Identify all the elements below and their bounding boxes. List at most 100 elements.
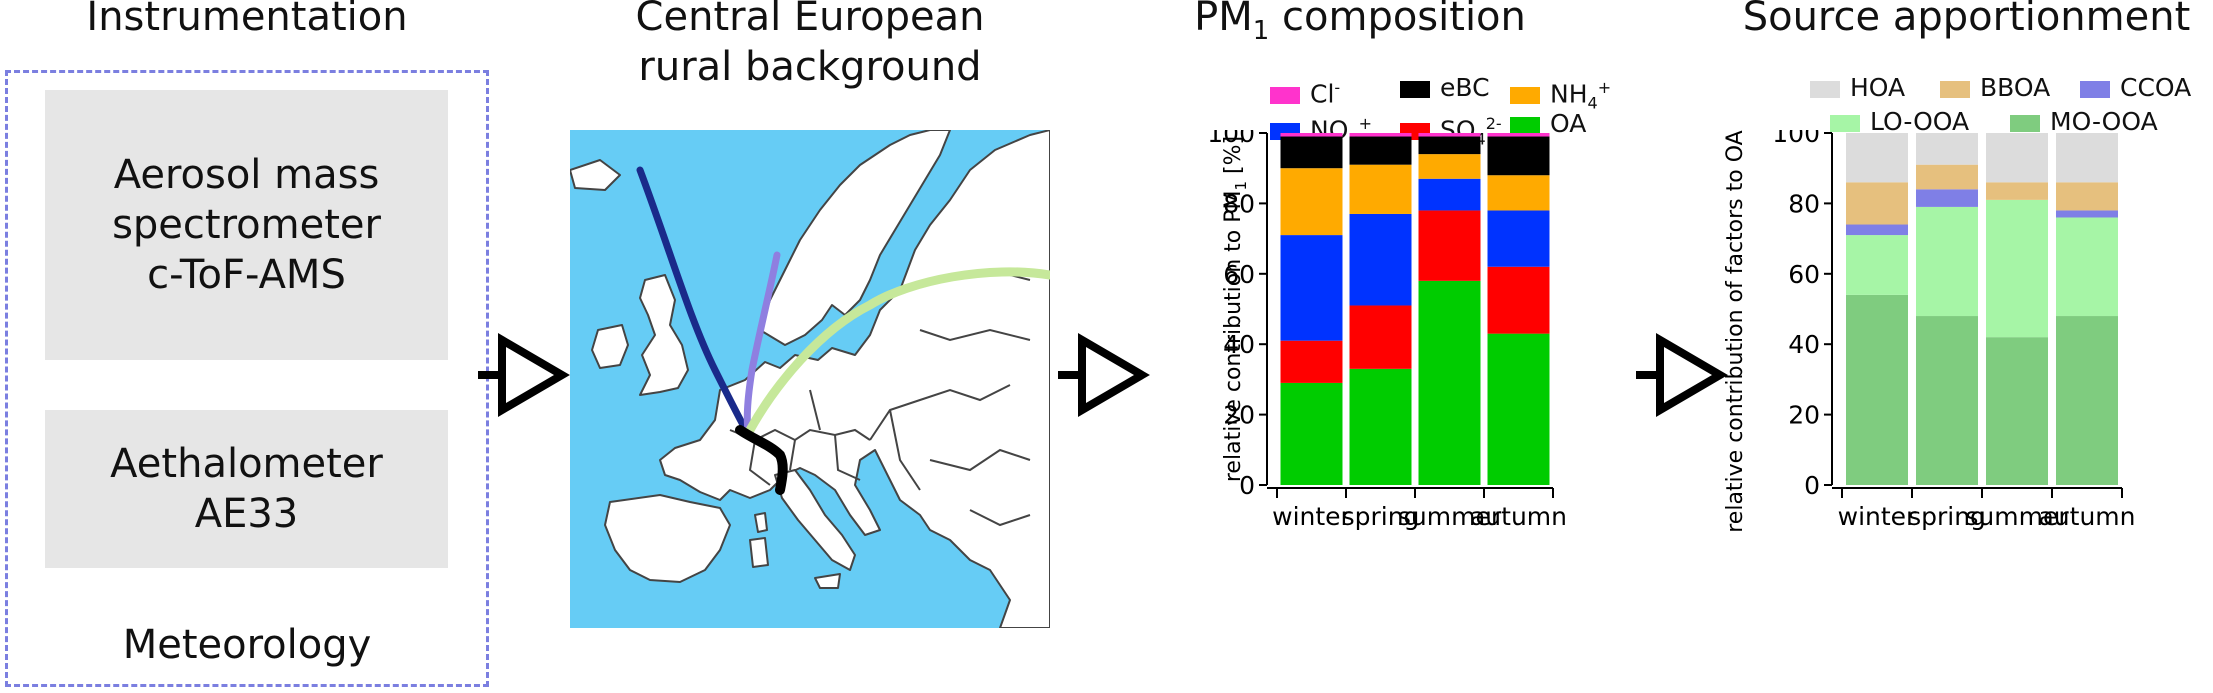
- bar-segment-mo-ooa: [1846, 294, 1908, 485]
- legend-label: LO-OOA: [1870, 107, 1970, 136]
- ams-box: Aerosol mass spectrometer c-ToF-AMS: [45, 90, 448, 360]
- bar-segment-cl: [1418, 133, 1481, 137]
- pm1-title-prefix: PM: [1194, 0, 1253, 40]
- legend-item: NH4+: [1510, 74, 1611, 117]
- legend-label-sup: +: [1597, 78, 1612, 97]
- map-land: [570, 130, 1050, 628]
- bar-segment-cl: [1349, 133, 1412, 137]
- meteorology-label: Meteorology: [122, 622, 372, 668]
- bar-segment-cl: [1280, 133, 1343, 137]
- legend-label-sub: 4: [1587, 93, 1598, 113]
- legend-label: HOA: [1850, 73, 1906, 102]
- europe-map: [570, 130, 1050, 628]
- ams-line3: c-ToF-AMS: [147, 252, 346, 298]
- legend-swatch: [1810, 80, 1840, 98]
- instrumentation-title: Instrumentation: [86, 0, 408, 40]
- legend-label: CCOA: [2120, 73, 2192, 102]
- arrow-icon: [1058, 333, 1150, 417]
- legend-swatch: [1270, 86, 1300, 104]
- legend-item: eBC: [1400, 74, 1490, 102]
- bar-segment-oa: [1487, 333, 1550, 485]
- bar-segment-lo-ooa: [1986, 199, 2048, 338]
- x-tick-label: spring: [1908, 502, 1986, 531]
- legend-label: Cl: [1310, 79, 1335, 109]
- legend-swatch: [1400, 80, 1430, 98]
- y-tick-label: 100: [1207, 130, 1255, 148]
- pm1-title-suffix: composition: [1269, 0, 1526, 40]
- legend-swatch: [1510, 116, 1540, 134]
- bar-segment-oa: [1280, 382, 1343, 485]
- bar-segment-lo-ooa: [1916, 206, 1978, 317]
- bar-segment-cl: [1487, 133, 1550, 137]
- bar-segment-nh4: [1280, 168, 1343, 236]
- legend-item: OA: [1510, 110, 1586, 138]
- legend-item: LO-OOA: [1830, 108, 1969, 136]
- bar-segment-so4: [1349, 305, 1412, 369]
- bar-segment-nh4: [1349, 164, 1412, 214]
- bar-segment-hoa: [1846, 133, 1908, 183]
- y-tick-label: 0: [1804, 471, 1820, 500]
- trajectory-baltic: [743, 251, 781, 434]
- y-axis-label: relative contribution to PM1 [%]: [1221, 136, 1250, 482]
- legend-label-sup: -: [1334, 78, 1341, 97]
- source-chart-legend: HOA BBOA CCOA LO-OOA MO-OOA: [1810, 74, 2210, 144]
- legend-label: MO-OOA: [2050, 107, 2158, 136]
- y-tick-label: 0: [1239, 471, 1255, 500]
- pm1-title-sub: 1: [1252, 16, 1270, 46]
- ams-line2: spectrometer: [112, 202, 381, 248]
- legend-item: HOA: [1810, 74, 1905, 102]
- map-title: Central European rural background: [570, 0, 1050, 92]
- bar-segment-oa: [1418, 280, 1481, 485]
- x-tick-label: winter: [1272, 502, 1351, 531]
- legend-label: OA: [1550, 109, 1587, 138]
- bar-segment-no3: [1349, 213, 1412, 306]
- legend-item: CCOA: [2080, 74, 2191, 102]
- bar-segment-so4: [1418, 210, 1481, 281]
- legend-swatch: [1510, 86, 1540, 104]
- legend-swatch: [1940, 80, 1970, 98]
- legend-label-sub: 4: [1475, 129, 1486, 149]
- bar-segment-lo-ooa: [2056, 217, 2118, 317]
- bar-segment-nh4: [1418, 154, 1481, 179]
- x-tick-label: summer: [1965, 502, 2069, 531]
- trajectory-north-atlantic: [636, 166, 752, 438]
- legend-swatch: [2010, 114, 2040, 132]
- x-tick-label: autumn: [1470, 502, 1567, 531]
- x-tick-label: spring: [1342, 502, 1420, 531]
- x-tick-label: autumn: [2038, 502, 2135, 531]
- bar-segment-ebc: [1349, 136, 1412, 165]
- bar-segment-hoa: [2056, 133, 2118, 183]
- bar-segment-so4: [1487, 266, 1550, 334]
- legend-label-sup: +: [1358, 114, 1372, 133]
- bar-segment-no3: [1280, 235, 1343, 341]
- bar-segment-so4: [1280, 340, 1343, 383]
- bar-segment-ebc: [1418, 136, 1481, 155]
- bar-segment-hoa: [1916, 133, 1978, 165]
- legend-label: eBC: [1440, 73, 1490, 102]
- x-tick-label: winter: [1838, 502, 1917, 531]
- y-tick-label: 60: [1788, 260, 1820, 289]
- map-title-line1: Central European: [635, 0, 985, 40]
- y-tick-label: 80: [1223, 189, 1255, 218]
- aethalometer-line1: Aethalometer: [110, 441, 383, 487]
- y-tick-label: 100: [1772, 130, 1820, 148]
- bar-segment-mo-ooa: [1986, 337, 2048, 485]
- legend-swatch: [1830, 114, 1860, 132]
- y-tick-label: 20: [1223, 401, 1255, 430]
- bar-segment-lo-ooa: [1846, 235, 1908, 295]
- y-tick-label: 80: [1788, 189, 1820, 218]
- bar-segment-bboa: [1916, 164, 1978, 190]
- legend-label: BBOA: [1980, 73, 2051, 102]
- y-tick-label: 40: [1788, 330, 1820, 359]
- bar-segment-ebc: [1487, 136, 1550, 176]
- bar-segment-no3: [1418, 178, 1481, 211]
- y-tick-label: 40: [1223, 330, 1255, 359]
- legend-item: Cl-: [1270, 74, 1340, 108]
- arrow-icon: [1636, 333, 1728, 417]
- x-tick-label: summer: [1398, 502, 1502, 531]
- trajectory-east: [745, 267, 1050, 435]
- legend-swatch: [2080, 80, 2110, 98]
- bar-segment-hoa: [1986, 133, 2048, 183]
